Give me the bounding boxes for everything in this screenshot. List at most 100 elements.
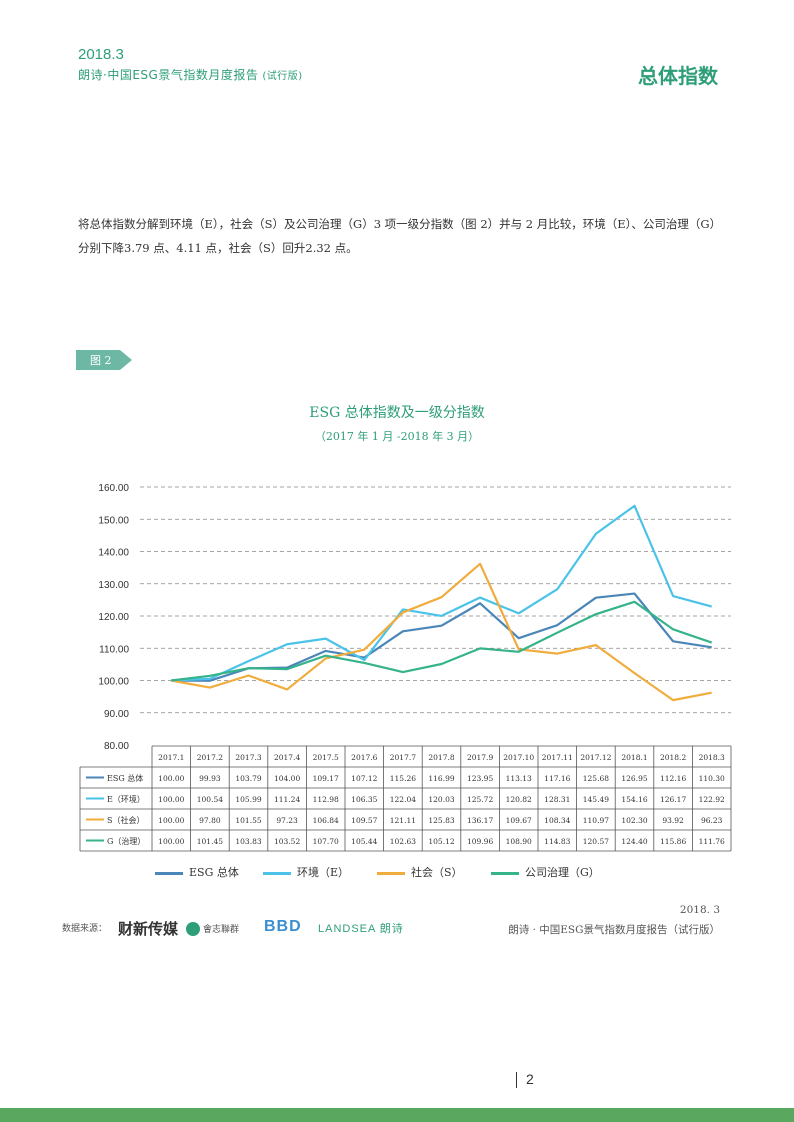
data-label: 124.40 (621, 837, 647, 846)
page-number: 2 (526, 1071, 534, 1087)
legend-item: ESG 总体 (155, 864, 239, 880)
table-row-label: S（社会） (107, 815, 144, 825)
x-tick-label: 2017.10 (503, 753, 534, 762)
page-number-divider (516, 1072, 517, 1088)
figure-tag: 图 2 (76, 350, 132, 370)
data-label: 97.80 (199, 816, 221, 825)
data-label: 101.45 (197, 837, 223, 846)
data-label: 100.54 (197, 795, 223, 804)
huizhen-mark-icon (186, 921, 200, 936)
data-label: 125.83 (428, 816, 454, 825)
x-tick-label: 2017.5 (313, 753, 339, 762)
data-label: 112.98 (313, 795, 339, 804)
huizhen-logo-text: 會志聯群 (203, 925, 240, 935)
data-label: 111.24 (274, 795, 300, 804)
data-label: 115.26 (390, 774, 416, 783)
table-row-label: G（治理） (107, 836, 145, 846)
data-label: 108.90 (506, 837, 532, 846)
data-label: 145.49 (583, 795, 609, 804)
y-tick-label: 90.00 (104, 709, 129, 720)
y-tick-label: 140.00 (98, 548, 129, 559)
legend-item: 社会（S） (377, 864, 463, 880)
legend-label: 环境（E） (297, 866, 350, 879)
legend-swatch (377, 871, 405, 875)
section-title: 总体指数 (638, 64, 718, 88)
data-label: 120.03 (428, 795, 454, 804)
huizhen-logo: 會志聯群 (186, 918, 239, 937)
bbd-logo: BBD (264, 918, 302, 935)
data-label: 128.31 (544, 795, 570, 804)
data-label: 106.84 (313, 816, 339, 825)
data-label: 100.00 (158, 774, 184, 783)
data-label: 103.79 (235, 774, 261, 783)
report-title-suffix: (试行版) (262, 71, 303, 82)
line-chart: 160.00 150.00 140.00 130.00 120.00 110.00 100.… (79, 483, 732, 852)
data-label: 122.92 (699, 795, 725, 804)
footer-source-label: 数据来源： (62, 924, 108, 934)
data-label: 122.04 (390, 795, 416, 804)
y-tick-label: 100.00 (98, 677, 129, 688)
data-label: 126.95 (621, 774, 647, 783)
y-tick-label: 80.00 (104, 741, 129, 752)
data-label: 116.99 (428, 774, 454, 783)
data-label: 108.34 (544, 816, 570, 825)
data-label: 99.93 (199, 774, 221, 783)
legend-label: ESG 总体 (189, 866, 239, 879)
data-label: 100.00 (158, 795, 184, 804)
data-label: 126.17 (660, 795, 686, 804)
table-row-label: ESG 总体 (107, 773, 143, 783)
legend-item: 公司治理（G） (491, 864, 600, 880)
legend-swatch (155, 871, 183, 875)
data-label: 120.82 (506, 795, 532, 804)
data-label: 103.52 (274, 837, 300, 846)
data-label: 111.76 (699, 837, 725, 846)
data-label: 101.55 (235, 816, 261, 825)
bottom-color-band (0, 1108, 794, 1122)
legend-item: 环境（E） (263, 864, 349, 880)
data-label: 97.23 (276, 816, 298, 825)
x-tick-label: 2017.2 (197, 753, 223, 762)
footer-report-name: 朗诗 · 中国ESG景气指数月度报告（试行版） (508, 924, 720, 936)
series-line (171, 562, 712, 702)
x-tick-label: 2017.9 (467, 753, 493, 762)
data-label: 136.17 (467, 816, 493, 825)
x-tick-label: 2017.12 (580, 753, 611, 762)
data-label: 106.35 (351, 795, 377, 804)
data-label: 96.23 (701, 816, 723, 825)
data-label: 103.83 (235, 837, 261, 846)
y-tick-label: 160.00 (98, 483, 129, 494)
data-label: 109.96 (467, 837, 493, 846)
data-label: 102.63 (390, 837, 416, 846)
footer-date: 2018. 3 (679, 904, 720, 916)
series-line (171, 600, 713, 682)
data-label: 125.68 (583, 774, 609, 783)
x-tick-label: 2017.11 (542, 753, 573, 762)
figure-tag-shape (76, 350, 132, 370)
data-label: 104.00 (274, 774, 300, 783)
data-label: 154.16 (621, 795, 647, 804)
y-tick-label: 130.00 (98, 580, 129, 591)
chart-title: ESG 总体指数及一级分指数 (309, 405, 485, 421)
data-label: 110.30 (699, 774, 725, 783)
data-label: 105.99 (235, 795, 261, 804)
x-tick-label: 2017.6 (351, 753, 377, 762)
legend-swatch (263, 871, 291, 875)
data-label: 105.12 (428, 837, 454, 846)
data-label: 107.12 (351, 774, 377, 783)
y-tick-label: 150.00 (98, 515, 129, 526)
data-label: 123.95 (467, 774, 493, 783)
y-tick-label: 110.00 (99, 644, 129, 655)
report-title-text: 朗诗·中国ESG景气指数月度报告 (78, 68, 259, 82)
data-label: 109.17 (313, 774, 339, 783)
figure-tag-label: 图 2 (90, 354, 112, 367)
body-paragraph: 将总体指数分解到环境（E），社会（S）及公司治理（G）3 项一级分指数（图 2）… (78, 217, 722, 255)
data-label: 125.72 (467, 795, 493, 804)
data-label: 117.16 (544, 774, 570, 783)
legend-label: 公司治理（G） (525, 866, 600, 879)
data-label: 100.00 (158, 816, 184, 825)
landsea-logo: LANDSEA 朗诗 (318, 923, 404, 935)
data-label: 110.97 (583, 816, 609, 825)
chart-subtitle: （2017 年 1 月 -2018 年 3 月） (314, 430, 480, 443)
caixin-logo: 财新传媒 (118, 920, 179, 938)
table-row-label: E（环境） (107, 794, 145, 804)
